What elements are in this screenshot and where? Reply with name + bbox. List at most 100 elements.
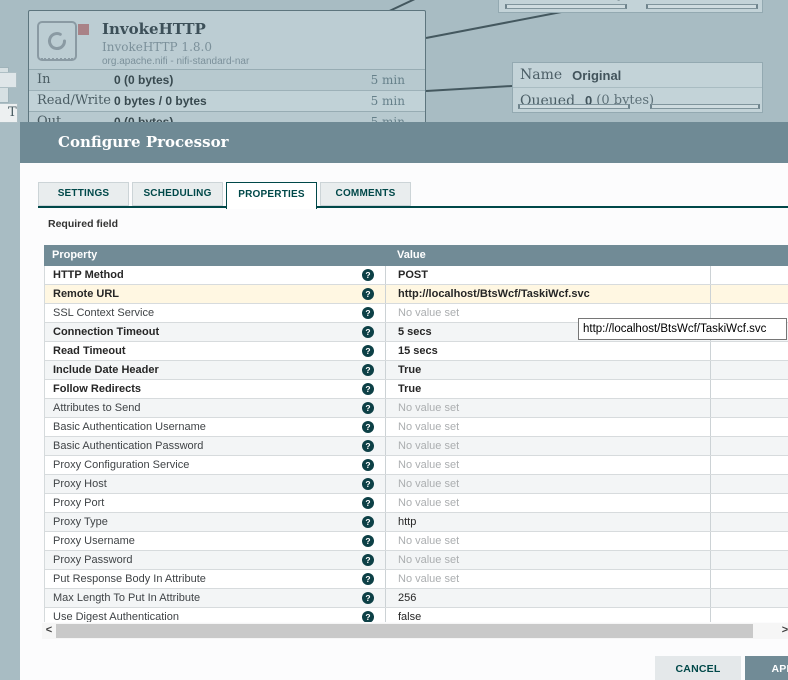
help-icon[interactable]: ? (362, 421, 374, 433)
property-name: Attributes to Send (53, 399, 362, 417)
help-icon[interactable]: ? (362, 459, 374, 471)
property-extra-cell (711, 266, 788, 284)
scroll-right-arrow-icon[interactable]: > (778, 623, 788, 639)
property-value[interactable]: No value set (386, 551, 711, 569)
configure-processor-dialog: Configure Processor SETTINGS SCHEDULING … (20, 122, 788, 680)
tab-properties[interactable]: PROPERTIES (226, 182, 317, 209)
property-row[interactable]: Proxy Port?No value set (45, 494, 788, 513)
property-name-cell: Max Length To Put In Attribute? (45, 589, 386, 607)
property-row[interactable]: Use Digest Authentication? false (45, 608, 788, 622)
processor-name: InvokeHTTP (102, 20, 249, 39)
property-extra-cell (711, 418, 788, 436)
queue-percent-bar (650, 104, 760, 109)
help-icon[interactable]: ? (362, 307, 374, 319)
queued-size: (0 bytes) (591, 0, 649, 2)
property-value[interactable]: http://localhost/BtsWcf/TaskiWcf.svc (386, 285, 711, 303)
connection-label-original[interactable]: Name Original Queued 0 (0 bytes) (512, 62, 763, 113)
property-extra-cell (711, 494, 788, 512)
property-value[interactable]: No value set (386, 399, 711, 417)
property-name: Use Digest Authentication (53, 608, 362, 622)
queued-row: Queued 0 (0 bytes) (513, 88, 762, 113)
property-value[interactable]: 15 secs (386, 342, 711, 360)
help-icon[interactable]: ? (362, 383, 374, 395)
property-value[interactable]: No value set (386, 437, 711, 455)
property-value[interactable]: True (386, 361, 711, 379)
property-value[interactable]: No value set (386, 475, 711, 493)
help-icon[interactable]: ? (362, 592, 374, 604)
property-extra-cell (711, 589, 788, 607)
name-row: Name Original (513, 63, 762, 88)
property-value[interactable]: No value set (386, 570, 711, 588)
queue-percent-bar (518, 104, 630, 109)
property-value[interactable]: 256 (386, 589, 711, 607)
property-value[interactable]: No value set (386, 532, 711, 550)
property-name: Max Length To Put In Attribute (53, 589, 362, 607)
property-row[interactable]: Put Response Body In Attribute? No value … (45, 570, 788, 589)
property-name: Put Response Body In Attribute (53, 570, 362, 588)
property-row[interactable]: Proxy Configuration Service?No value set (45, 456, 788, 475)
property-value[interactable]: http (386, 513, 711, 531)
property-row[interactable]: Follow Redirects?True (45, 380, 788, 399)
property-row[interactable]: Proxy Username?No value set (45, 532, 788, 551)
property-value[interactable]: No value set (386, 456, 711, 474)
help-icon[interactable]: ? (362, 364, 374, 376)
connection-label-top[interactable]: Queued 0 (0 bytes) (498, 0, 763, 13)
help-icon[interactable]: ? (362, 345, 374, 357)
dialog-header: Configure Processor (20, 122, 788, 163)
processor-invokehttp[interactable]: InvokeHTTP InvokeHTTP 1.8.0 org.apache.n… (28, 10, 426, 125)
cancel-button[interactable]: CANCEL (655, 656, 741, 680)
edge-component-fragment (0, 72, 17, 88)
property-row[interactable]: Max Length To Put In Attribute?256 (45, 589, 788, 608)
property-name-cell: Proxy Password? (45, 551, 386, 569)
property-row[interactable]: Basic Authentication Password?No value s… (45, 437, 788, 456)
scroll-left-arrow-icon[interactable]: < (42, 623, 56, 639)
apply-button[interactable]: APPLY (745, 656, 788, 680)
property-name-cell: Basic Authentication Username? (45, 418, 386, 436)
property-row[interactable]: Attributes to Send?No value set (45, 399, 788, 418)
property-row[interactable]: Include Date Header? True (45, 361, 788, 380)
help-icon[interactable]: ? (362, 478, 374, 490)
help-icon[interactable]: ? (362, 440, 374, 452)
edge-component-fragment: T (0, 103, 18, 123)
property-name-cell: Proxy Username? (45, 532, 386, 550)
property-column-header: Property (44, 245, 385, 266)
queued-label: Queued (506, 0, 561, 2)
property-name-cell: Proxy Configuration Service? (45, 456, 386, 474)
tab-scheduling[interactable]: SCHEDULING (132, 182, 223, 206)
property-value[interactable]: True (386, 380, 711, 398)
stat-label: In (37, 70, 51, 90)
help-icon[interactable]: ? (362, 326, 374, 338)
property-name: Include Date Header (53, 361, 362, 379)
tab-comments[interactable]: COMMENTS (320, 182, 411, 206)
property-extra-cell (711, 513, 788, 531)
scrollbar-thumb[interactable] (56, 624, 753, 638)
property-row[interactable]: Proxy Type?http (45, 513, 788, 532)
property-row[interactable]: Read Timeout?15 secs (45, 342, 788, 361)
horizontal-scrollbar[interactable]: < > (42, 623, 788, 639)
queue-percent-bar (505, 4, 627, 9)
help-icon[interactable]: ? (362, 554, 374, 566)
help-icon[interactable]: ? (362, 573, 374, 585)
property-value[interactable]: POST (386, 266, 711, 284)
tab-settings[interactable]: SETTINGS (38, 182, 129, 206)
property-row[interactable]: Proxy Password?No value set (45, 551, 788, 570)
property-value[interactable]: No value set (386, 418, 711, 436)
property-row[interactable]: HTTP Method?POST (45, 266, 788, 285)
property-value[interactable]: No value set (386, 494, 711, 512)
property-value[interactable]: false (386, 608, 711, 622)
help-icon[interactable]: ? (362, 611, 374, 622)
property-row[interactable]: Basic Authentication Username?No value s… (45, 418, 788, 437)
help-icon[interactable]: ? (362, 288, 374, 300)
help-icon[interactable]: ? (362, 497, 374, 509)
help-icon[interactable]: ? (362, 516, 374, 528)
stat-value: 0 (0 bytes) (114, 70, 173, 90)
property-row[interactable]: Remote URL?http://localhost/BtsWcf/Taski… (45, 285, 788, 304)
help-icon[interactable]: ? (362, 535, 374, 547)
property-extra-cell (711, 551, 788, 569)
processor-type-icon (37, 21, 77, 61)
property-row[interactable]: Proxy Host?No value set (45, 475, 788, 494)
help-icon[interactable]: ? (362, 402, 374, 414)
property-name-cell: Attributes to Send? (45, 399, 386, 417)
stat-window: 5 min (371, 91, 405, 111)
help-icon[interactable]: ? (362, 269, 374, 281)
